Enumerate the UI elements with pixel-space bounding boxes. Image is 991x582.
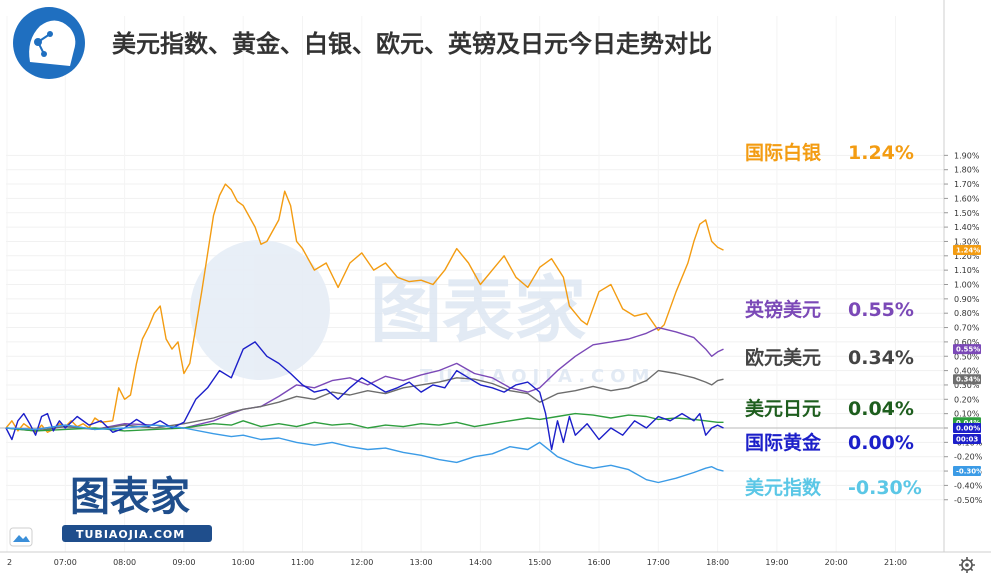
price-badge	[953, 466, 981, 477]
price-badge	[953, 374, 981, 385]
legend-label: 国际白银	[745, 141, 822, 164]
y-tick-label: -0.50%	[954, 496, 983, 505]
background-watermark-text: 图表家	[370, 268, 586, 352]
price-badge-text: 1.24%	[956, 247, 980, 255]
y-tick-label: 0.90%	[954, 295, 980, 304]
brand-watermark: 图表家 TUBIAOJIA.COM	[62, 474, 212, 542]
x-axis-ticks: 2 07:00 08:00 09:00 10:00 11:00 12:00 13:00 14:0…	[7, 558, 907, 567]
x-tick-label: 17:00	[647, 558, 670, 567]
x-tick-label: 16:00	[587, 558, 610, 567]
background-logo-icon	[190, 240, 330, 380]
x-tick-label: 20:00	[825, 558, 848, 567]
price-badge-text: 0.04%	[956, 419, 980, 427]
y-tick-label: 0.40%	[954, 367, 980, 376]
x-tick-label: 11:00	[291, 558, 314, 567]
legend-label: 英镑美元	[745, 298, 821, 321]
price-badges: 1.24% 0.55% 0.34% 0.04%0.00% -0.30% 00:03	[953, 245, 983, 477]
gridlines	[6, 16, 944, 552]
legend-value: 1.24%	[848, 142, 914, 164]
x-tick-label: 09:00	[172, 558, 195, 567]
time-badge	[953, 434, 981, 444]
x-tick-label: 12:00	[350, 558, 373, 567]
brand-watermark-bar	[62, 525, 212, 542]
x-tick-label: 15:00	[528, 558, 551, 567]
y-tick-label: -0.40%	[954, 481, 983, 490]
legend-label: 国际黄金	[745, 431, 822, 454]
y-tick-label: 0.80%	[954, 309, 980, 318]
price-badge	[953, 245, 981, 256]
price-badge	[953, 423, 981, 433]
y-axis-ticks: 1.90% 1.80% 1.70% 1.60% 1.50% 1.40% 1.30% 1.20%…	[944, 151, 983, 505]
series-line-欧元美元	[5, 369, 724, 432]
background-watermark-sub: TUBIAOJIA.COM	[420, 366, 655, 387]
price-badge-text: 0.55%	[956, 346, 980, 354]
series-line-国际黄金	[5, 341, 724, 451]
legend-label: 美元指数	[745, 476, 822, 499]
y-tick-label: 0.20%	[954, 395, 980, 404]
x-tick-label: 18:00	[706, 558, 729, 567]
legend-value: 0.04%	[848, 398, 914, 420]
price-badge-text: 0.34%	[956, 376, 980, 384]
series-line-国际白银	[5, 183, 724, 433]
x-tick-label: 13:00	[410, 558, 433, 567]
x-tick-label: 08:00	[113, 558, 136, 567]
y-tick-label: 1.70%	[954, 180, 980, 189]
y-tick-label: 1.00%	[954, 281, 980, 290]
legend-value: 0.00%	[848, 432, 914, 454]
y-tick-label: 1.80%	[954, 166, 980, 175]
x-tick-label: 21:00	[884, 558, 907, 567]
series-lines	[5, 183, 724, 484]
y-tick-label: 1.90%	[954, 151, 980, 160]
x-tick-label: 10:00	[232, 558, 255, 567]
legend: 国际白银 1.24% 英镑美元 0.55% 欧元美元 0.34% 美元日元 0.04% 国际黄金…	[745, 141, 922, 499]
robot-head-logo-icon	[13, 7, 85, 79]
legend-value: -0.30%	[848, 477, 922, 499]
y-tick-label: 0.60%	[954, 338, 980, 347]
legend-value: 0.55%	[848, 299, 914, 321]
y-tick-label: 0.70%	[954, 324, 980, 333]
y-tick-label: 1.40%	[954, 223, 980, 232]
brand-watermark-sub: TUBIAOJIA.COM	[76, 528, 185, 541]
price-badge	[953, 344, 981, 355]
series-line-英镑美元	[5, 326, 724, 431]
legend-label: 欧元美元	[745, 346, 821, 369]
brand-watermark-text: 图表家	[70, 474, 190, 520]
legend-label: 美元日元	[745, 397, 821, 420]
y-tick-label: 0.50%	[954, 352, 980, 361]
chart-title: 美元指数、黄金、白银、欧元、英镑及日元今日走势对比	[112, 30, 712, 58]
y-tick-label: 0.30%	[954, 381, 980, 390]
y-tick-label: 1.10%	[954, 266, 980, 275]
x-tick-label: 19:00	[765, 558, 788, 567]
background-watermark: 图表家 TUBIAOJIA.COM	[190, 240, 655, 387]
x-tick-label: 07:00	[54, 558, 77, 567]
y-tick-label: 1.30%	[954, 237, 980, 246]
series-line-美元日元	[5, 412, 724, 432]
y-tick-label: 1.20%	[954, 252, 980, 261]
time-badge-text: 00:03	[956, 436, 978, 444]
price-badge-text: -0.30%	[956, 468, 983, 476]
y-tick-label: -0.20%	[954, 453, 983, 462]
x-tick-label: 14:00	[469, 558, 492, 567]
gear-icon[interactable]	[959, 557, 975, 573]
y-tick-label: 1.60%	[954, 194, 980, 203]
legend-value: 0.34%	[848, 347, 914, 369]
price-badge-text: 0.00%	[956, 425, 980, 433]
y-tick-label: 1.50%	[954, 209, 980, 218]
series-line-美元指数	[5, 424, 724, 484]
y-tick-label: 0.10%	[954, 410, 980, 419]
mountain-icon[interactable]	[9, 527, 33, 547]
x-tick-label: 2	[7, 558, 12, 567]
